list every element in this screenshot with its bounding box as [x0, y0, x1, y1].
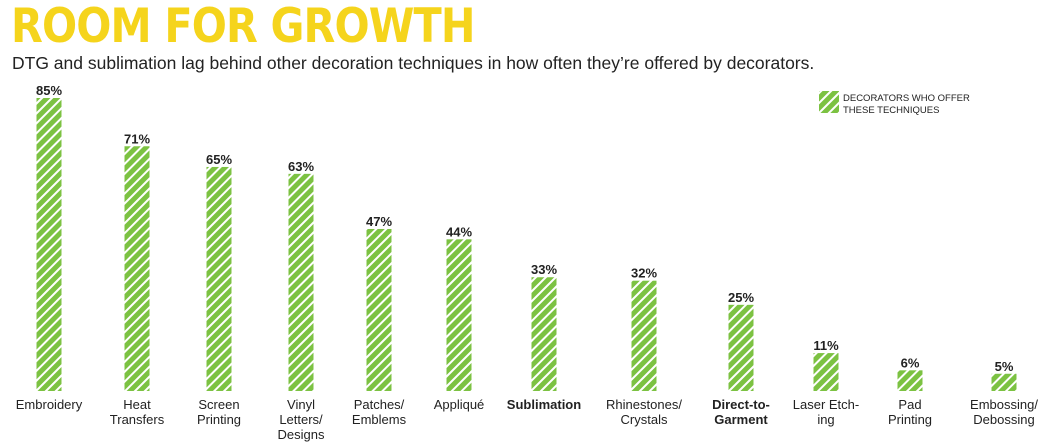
category-label-line: Letters/ [279, 412, 323, 427]
category-label-7: Rhinestones/Crystals [606, 397, 682, 427]
category-label-line: Garment [714, 412, 768, 427]
bar-5 [446, 239, 472, 391]
category-label-4: Patches/Emblems [352, 397, 407, 427]
category-label-line: Emblems [352, 412, 407, 427]
category-label-line: Printing [197, 412, 241, 427]
value-label-2: 65% [206, 152, 232, 167]
category-label-1: Heat Transfers [110, 397, 165, 427]
bar-11 [991, 373, 1017, 391]
legend-label-line-2: THESE TECHNIQUES [843, 105, 939, 116]
bar-6 [531, 277, 557, 391]
legend-swatch [819, 91, 839, 113]
category-label-6: Sublimation [507, 397, 581, 412]
category-label-line: Rhinestones/ [606, 397, 682, 412]
bar-10 [897, 370, 923, 391]
category-label-line: Designs [278, 427, 325, 442]
category-label-line: Appliqué [434, 397, 485, 412]
category-label-line: Debossing [973, 412, 1034, 427]
value-label-10: 6% [901, 355, 920, 370]
category-label-8: Direct-to-Garment [712, 397, 770, 427]
value-label-8: 25% [728, 290, 754, 305]
category-label-10: Pad Printing [888, 397, 932, 427]
category-label-line: Screen [198, 397, 239, 412]
legend: DECORATORS WHO OFFER THESE TECHNIQUES [819, 91, 970, 116]
value-label-6: 33% [531, 262, 557, 277]
bar-7 [631, 280, 657, 391]
legend-label-line-1: DECORATORS WHO OFFER [843, 93, 970, 104]
value-label-9: 11% [813, 338, 839, 353]
value-label-1: 71% [124, 131, 150, 146]
category-label-3: Vinyl Letters/Designs [278, 397, 325, 442]
category-label-line: Laser Etch- [793, 397, 859, 412]
value-label-0: 85% [36, 83, 62, 98]
value-label-7: 32% [631, 266, 657, 281]
category-label-line: Embroidery [16, 397, 83, 412]
category-label-line: Printing [888, 412, 932, 427]
category-label-line: Embossing/ [970, 397, 1038, 412]
bar-0 [36, 98, 62, 391]
value-label-5: 44% [446, 224, 472, 239]
category-label-5: Appliqué [434, 397, 485, 412]
value-label-3: 63% [288, 159, 314, 174]
chart-subtitle: DTG and sublimation lag behind other dec… [12, 53, 815, 73]
chart-title: ROOM FOR GROWTH [11, 0, 475, 54]
category-label-line: Direct-to- [712, 397, 770, 412]
category-label-line: Patches/ [354, 397, 405, 412]
value-label-11: 5% [995, 359, 1014, 374]
value-labels-group: 85% 71% 65% 63% 47% 44% 33% 32% 25% 11% 6% 5% [36, 83, 1014, 374]
bar-1 [124, 146, 150, 391]
bar-9 [813, 353, 839, 391]
category-label-line: ing [817, 412, 834, 427]
bar-8 [728, 304, 754, 391]
value-label-4: 47% [366, 214, 392, 229]
bar-3 [288, 173, 314, 391]
category-label-2: Screen Printing [197, 397, 241, 427]
category-label-line: Heat [123, 397, 151, 412]
category-label-line: Crystals [621, 412, 668, 427]
category-label-9: Laser Etch-ing [793, 397, 859, 427]
category-label-line: Pad [898, 397, 921, 412]
category-label-line: Transfers [110, 412, 165, 427]
bar-2 [206, 166, 232, 391]
category-label-11: Embossing/Debossing [970, 397, 1038, 427]
category-label-line: Vinyl [287, 397, 315, 412]
category-label-0: Embroidery [16, 397, 83, 412]
category-label-line: Sublimation [507, 397, 581, 412]
bar-4 [366, 228, 392, 391]
bars-group [36, 98, 1017, 391]
